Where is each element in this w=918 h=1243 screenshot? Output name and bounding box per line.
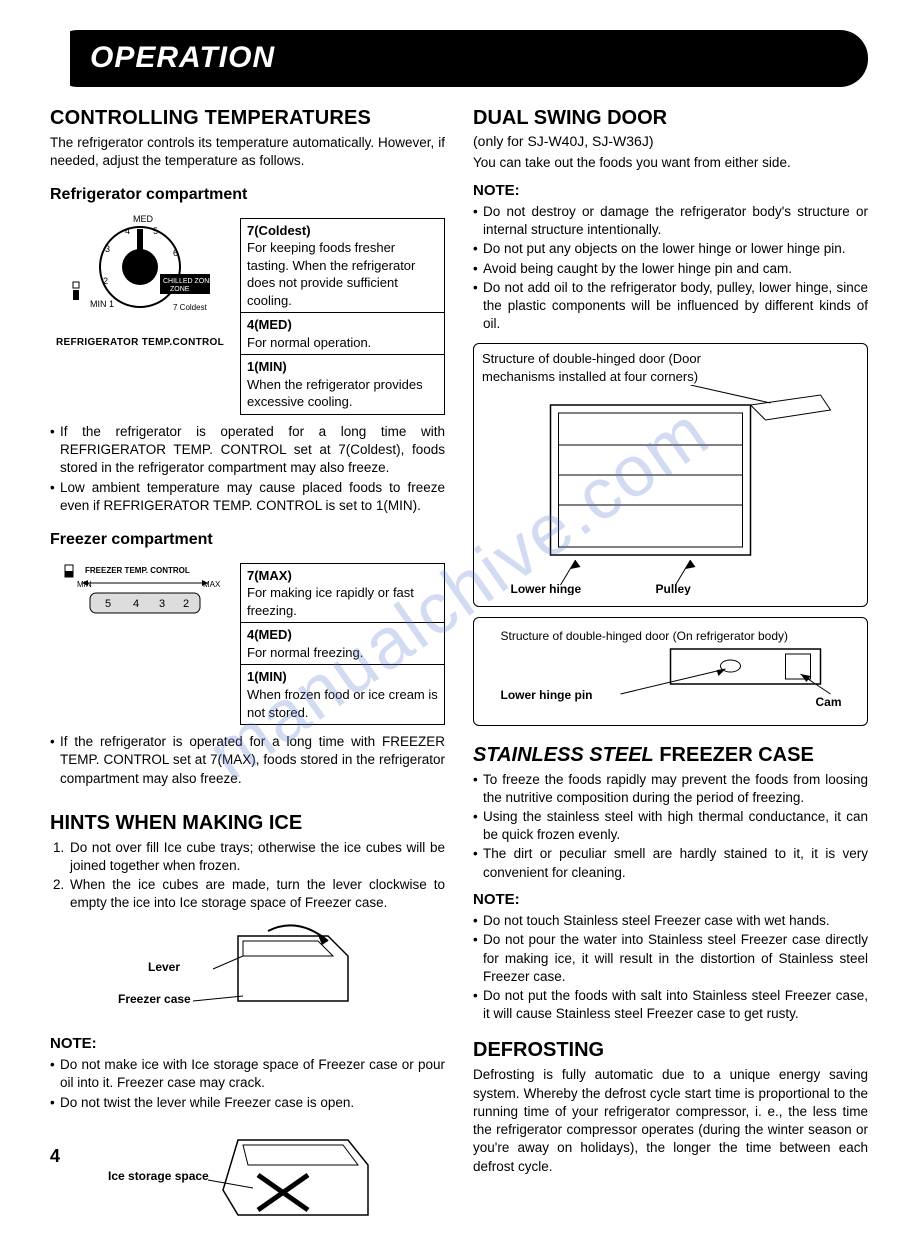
heading-refrig-comp: Refrigerator compartment: [50, 184, 445, 206]
svg-text:CHILLED ZONE: CHILLED ZONE: [163, 278, 214, 285]
heading-ss-rest: FREEZER CASE: [654, 744, 814, 766]
svg-text:Lower hinge: Lower hinge: [511, 582, 582, 595]
list-item: Do not touch Stainless steel Freezer cas…: [473, 912, 868, 930]
svg-text:Pulley: Pulley: [656, 582, 692, 595]
list-item: Low ambient temperature may cause placed…: [50, 479, 445, 515]
ss-notes-list: Do not touch Stainless steel Freezer cas…: [473, 912, 868, 1023]
svg-text:5: 5: [153, 226, 158, 236]
heading-freezer-comp: Freezer compartment: [50, 529, 445, 551]
freezer-slider-icon: FREEZER TEMP. CONTROL MIN MAX 5 4 3 2: [55, 557, 225, 627]
heading-temps: CONTROLLING TEMPERATURES: [50, 105, 445, 132]
section-banner: OPERATION: [50, 30, 868, 87]
dual-intro: You can take out the foods you want from…: [473, 154, 868, 172]
svg-text:4: 4: [133, 598, 139, 610]
svg-text:2: 2: [183, 598, 189, 610]
ice-lever-figure: Lever Freezer case: [50, 921, 445, 1026]
page-number: 4: [50, 1144, 60, 1168]
table-row: 4(MED)For normal freezing.: [241, 623, 444, 665]
svg-text:Cam: Cam: [816, 695, 842, 709]
svg-text:FREEZER TEMP. CONTROL: FREEZER TEMP. CONTROL: [85, 566, 190, 575]
svg-text:4: 4: [125, 226, 130, 236]
table-row: 7(Coldest)For keeping foods fresher tast…: [241, 219, 444, 314]
ice-steps-list: Do not over fill Ice cube trays; otherwi…: [50, 839, 445, 913]
refrig-notes-list: If the refrigerator is operated for a lo…: [50, 423, 445, 515]
svg-text:6: 6: [173, 248, 178, 258]
heading-dual-swing: DUAL SWING DOOR: [473, 105, 868, 132]
list-item: To freeze the foods rapidly may prevent …: [473, 771, 868, 807]
list-item: If the refrigerator is operated for a lo…: [50, 733, 445, 788]
svg-text:5: 5: [105, 598, 111, 610]
diagram-caption: Structure of double-hinged door (Door me…: [482, 350, 708, 385]
svg-text:MED: MED: [133, 214, 154, 224]
svg-text:ZONE: ZONE: [170, 286, 190, 293]
list-item: Do not twist the lever while Freezer cas…: [50, 1094, 445, 1112]
freezer-dial-row: FREEZER TEMP. CONTROL MIN MAX 5 4 3 2 7(…: [50, 557, 445, 731]
list-item: The dirt or peculiar smell are hardly st…: [473, 845, 868, 881]
table-row: 1(MIN)When the refrigerator provides exc…: [241, 355, 444, 414]
dial-caption: REFRIGERATOR TEMP.CONTROL: [50, 336, 230, 350]
svg-text:3: 3: [105, 244, 110, 254]
list-item: Do not put any objects on the lower hing…: [473, 240, 868, 258]
svg-text:2: 2: [103, 276, 108, 286]
list-item: Do not destroy or damage the refrigerato…: [473, 203, 868, 239]
table-row: 1(MIN)When frozen food or ice cream is n…: [241, 665, 444, 724]
dual-notes-list: Do not destroy or damage the refrigerato…: [473, 203, 868, 334]
refrig-dial-row: MIN 1 MED 7 Coldest 2 3 4 5 6 CHILLED ZO…: [50, 212, 445, 421]
heading-note: NOTE:: [473, 890, 868, 910]
list-item: Do not put the foods with salt into Stai…: [473, 987, 868, 1023]
ice-lever-icon: Lever Freezer case: [118, 921, 378, 1021]
ss-bullets-list: To freeze the foods rapidly may prevent …: [473, 771, 868, 882]
list-item: If the refrigerator is operated for a lo…: [50, 423, 445, 478]
heading-ice: HINTS WHEN MAKING ICE: [50, 810, 445, 837]
svg-text:MIN 1: MIN 1: [90, 299, 114, 309]
ice-notes-list: Do not make ice with Ice storage space o…: [50, 1056, 445, 1112]
svg-text:Lever: Lever: [148, 960, 180, 974]
refrig-settings-table: 7(Coldest)For keeping foods fresher tast…: [240, 218, 445, 415]
svg-text:Freezer case: Freezer case: [118, 992, 191, 1006]
dial-icon: MIN 1 MED 7 Coldest 2 3 4 5 6 CHILLED ZO…: [55, 212, 225, 332]
door-structure-icon: Lower hinge Pulley: [482, 385, 859, 595]
defrost-body: Defrosting is fully automatic due to a u…: [473, 1066, 868, 1175]
left-column: CONTROLLING TEMPERATURES The refrigerato…: [50, 105, 445, 1243]
svg-text:MIN: MIN: [77, 580, 92, 589]
svg-text:Structure of double-hinged doo: Structure of double-hinged door (On refr…: [501, 629, 789, 643]
heading-ss-case: STAINLESS STEEL FREEZER CASE: [473, 742, 868, 769]
heading-defrost: DEFROSTING: [473, 1037, 868, 1064]
list-item: Using the stainless steel with high ther…: [473, 808, 868, 844]
ice-storage-figure: Ice storage space: [50, 1120, 445, 1235]
svg-text:Ice storage space: Ice storage space: [108, 1169, 209, 1183]
door-diagram-1: Structure of double-hinged door (Door me…: [473, 343, 868, 607]
heading-note: NOTE:: [473, 181, 868, 201]
list-item: Avoid being caught by the lower hinge pi…: [473, 260, 868, 278]
door-diagram-2: Structure of double-hinged door (On refr…: [473, 617, 868, 726]
dual-subtitle: (only for SJ-W40J, SJ-W36J): [473, 132, 868, 151]
list-item: Do not make ice with Ice storage space o…: [50, 1056, 445, 1092]
refrig-dial-figure: MIN 1 MED 7 Coldest 2 3 4 5 6 CHILLED ZO…: [50, 212, 230, 350]
table-row: 4(MED)For normal operation.: [241, 313, 444, 355]
svg-text:MAX: MAX: [203, 580, 221, 589]
heading-note: NOTE:: [50, 1034, 445, 1054]
svg-text:Lower hinge pin: Lower hinge pin: [501, 688, 593, 702]
banner-title: OPERATION: [90, 41, 275, 74]
right-column: DUAL SWING DOOR (only for SJ-W40J, SJ-W3…: [473, 105, 868, 1243]
two-column-layout: CONTROLLING TEMPERATURES The refrigerato…: [50, 105, 868, 1243]
heading-ss-italic: STAINLESS STEEL: [473, 744, 654, 766]
list-item: Do not over fill Ice cube trays; otherwi…: [68, 839, 445, 875]
list-item: Do not add oil to the refrigerator body,…: [473, 279, 868, 334]
freezer-slider-figure: FREEZER TEMP. CONTROL MIN MAX 5 4 3 2: [50, 557, 230, 632]
svg-text:3: 3: [159, 598, 165, 610]
list-item: Do not pour the water into Stainless ste…: [473, 931, 868, 986]
freezer-notes-list: If the refrigerator is operated for a lo…: [50, 733, 445, 788]
hinge-pin-icon: Structure of double-hinged door (On refr…: [482, 624, 859, 714]
svg-text:7 Coldest: 7 Coldest: [173, 303, 208, 312]
intro-temps: The refrigerator controls its temperatur…: [50, 134, 445, 170]
freezer-settings-table: 7(MAX)For making ice rapidly or fast fre…: [240, 563, 445, 725]
ice-storage-icon: Ice storage space: [108, 1120, 388, 1230]
table-row: 7(MAX)For making ice rapidly or fast fre…: [241, 564, 444, 624]
list-item: When the ice cubes are made, turn the le…: [68, 876, 445, 912]
